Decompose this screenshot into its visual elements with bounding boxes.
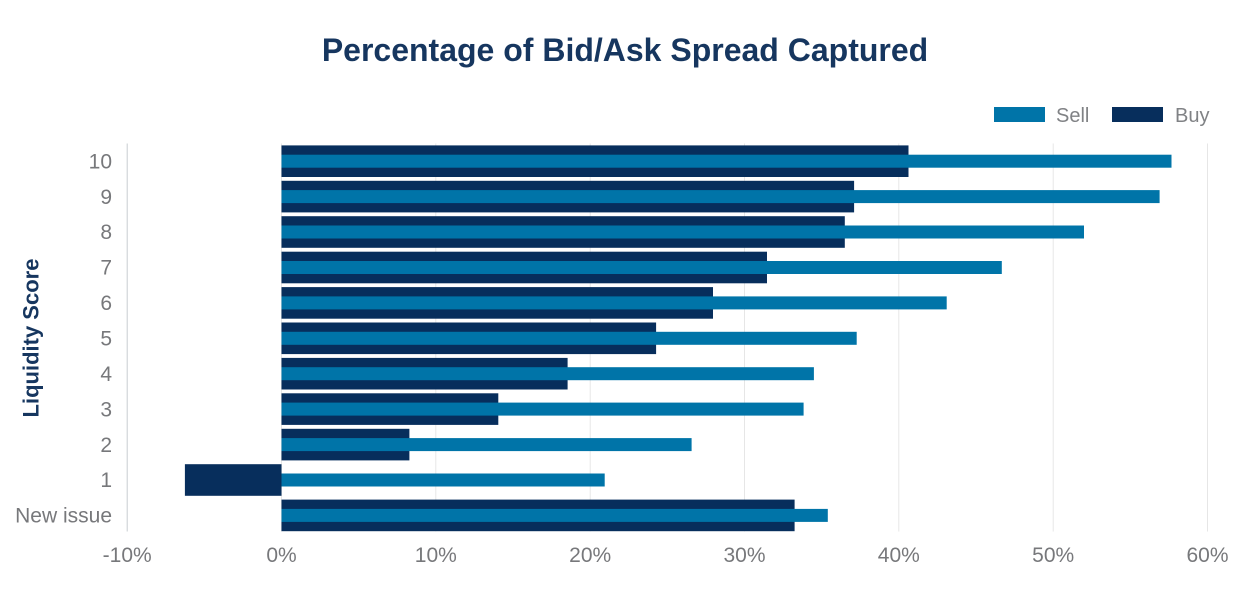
svg-text:20%: 20% — [569, 544, 611, 567]
svg-text:Percentage of Bid/Ask Spread C: Percentage of Bid/Ask Spread Captured — [322, 32, 928, 68]
svg-text:Buy: Buy — [1175, 105, 1209, 127]
svg-text:Sell: Sell — [1056, 105, 1089, 127]
svg-text:9: 9 — [100, 186, 112, 209]
svg-text:1: 1 — [100, 469, 112, 492]
svg-text:Liquidity Score: Liquidity Score — [19, 259, 44, 418]
svg-text:New issue: New issue — [15, 505, 112, 528]
svg-text:10%: 10% — [415, 544, 457, 567]
svg-text:10: 10 — [89, 150, 112, 173]
svg-text:7: 7 — [100, 257, 112, 280]
svg-text:60%: 60% — [1186, 544, 1228, 567]
svg-text:40%: 40% — [878, 544, 920, 567]
svg-text:8: 8 — [100, 221, 112, 244]
svg-text:0%: 0% — [266, 544, 296, 567]
svg-text:2: 2 — [100, 434, 112, 457]
svg-text:3: 3 — [100, 398, 112, 421]
svg-text:6: 6 — [100, 292, 112, 315]
svg-text:4: 4 — [100, 363, 112, 386]
svg-text:50%: 50% — [1032, 544, 1074, 567]
svg-text:-10%: -10% — [103, 544, 152, 567]
svg-text:5: 5 — [100, 328, 112, 351]
svg-text:30%: 30% — [723, 544, 765, 567]
